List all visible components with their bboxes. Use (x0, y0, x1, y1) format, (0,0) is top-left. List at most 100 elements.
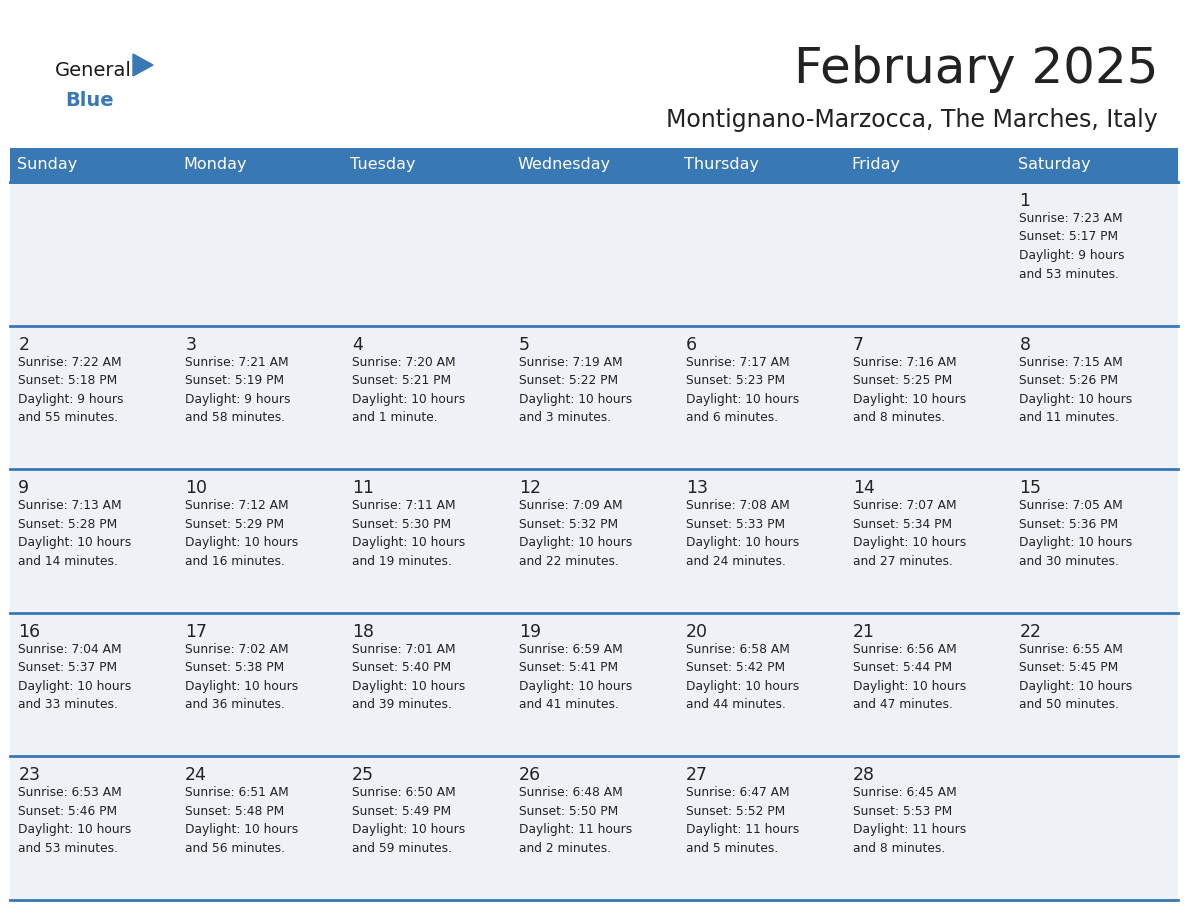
Bar (845, 613, 1011, 756)
Text: Sunday: Sunday (17, 158, 77, 173)
Text: 28: 28 (853, 767, 874, 784)
Text: Sunrise: 6:56 AM
Sunset: 5:44 PM
Daylight: 10 hours
and 47 minutes.: Sunrise: 6:56 AM Sunset: 5:44 PM Dayligh… (853, 643, 966, 711)
Text: Wednesday: Wednesday (517, 158, 611, 173)
Bar (511, 613, 677, 756)
Bar (343, 182, 511, 326)
Bar (343, 613, 511, 756)
Text: Sunrise: 6:47 AM
Sunset: 5:52 PM
Daylight: 11 hours
and 5 minutes.: Sunrise: 6:47 AM Sunset: 5:52 PM Dayligh… (685, 787, 800, 855)
Text: 24: 24 (185, 767, 207, 784)
Text: Sunrise: 6:48 AM
Sunset: 5:50 PM
Daylight: 11 hours
and 2 minutes.: Sunrise: 6:48 AM Sunset: 5:50 PM Dayligh… (519, 787, 632, 855)
Text: 1: 1 (1019, 192, 1030, 210)
Text: 14: 14 (853, 479, 874, 498)
Text: 10: 10 (185, 479, 207, 498)
Bar (845, 469, 1011, 613)
Text: Friday: Friday (851, 158, 901, 173)
Bar (677, 469, 845, 613)
Text: Thursday: Thursday (684, 158, 759, 173)
Bar (677, 182, 845, 326)
Text: 4: 4 (352, 336, 362, 353)
Text: Sunrise: 7:20 AM
Sunset: 5:21 PM
Daylight: 10 hours
and 1 minute.: Sunrise: 7:20 AM Sunset: 5:21 PM Dayligh… (352, 355, 466, 424)
Bar (177, 613, 343, 756)
Text: Sunrise: 7:09 AM
Sunset: 5:32 PM
Daylight: 10 hours
and 22 minutes.: Sunrise: 7:09 AM Sunset: 5:32 PM Dayligh… (519, 499, 632, 567)
Bar (177, 326, 343, 469)
Bar (343, 326, 511, 469)
Text: 25: 25 (352, 767, 374, 784)
Text: Sunrise: 6:45 AM
Sunset: 5:53 PM
Daylight: 11 hours
and 8 minutes.: Sunrise: 6:45 AM Sunset: 5:53 PM Dayligh… (853, 787, 966, 855)
Text: Sunrise: 6:55 AM
Sunset: 5:45 PM
Daylight: 10 hours
and 50 minutes.: Sunrise: 6:55 AM Sunset: 5:45 PM Dayligh… (1019, 643, 1132, 711)
Bar (677, 613, 845, 756)
Bar (177, 469, 343, 613)
Text: 21: 21 (853, 622, 874, 641)
Text: 2: 2 (18, 336, 30, 353)
Text: Sunrise: 7:05 AM
Sunset: 5:36 PM
Daylight: 10 hours
and 30 minutes.: Sunrise: 7:05 AM Sunset: 5:36 PM Dayligh… (1019, 499, 1132, 567)
Text: Sunrise: 6:50 AM
Sunset: 5:49 PM
Daylight: 10 hours
and 59 minutes.: Sunrise: 6:50 AM Sunset: 5:49 PM Dayligh… (352, 787, 466, 855)
Text: 12: 12 (519, 479, 541, 498)
Text: 9: 9 (18, 479, 30, 498)
Text: Blue: Blue (65, 91, 114, 109)
Text: 19: 19 (519, 622, 541, 641)
Text: 16: 16 (18, 622, 40, 641)
Text: 13: 13 (685, 479, 708, 498)
Bar (1011, 469, 1178, 613)
Text: Sunrise: 7:04 AM
Sunset: 5:37 PM
Daylight: 10 hours
and 33 minutes.: Sunrise: 7:04 AM Sunset: 5:37 PM Dayligh… (18, 643, 132, 711)
Text: 6: 6 (685, 336, 697, 353)
Text: Sunrise: 7:01 AM
Sunset: 5:40 PM
Daylight: 10 hours
and 39 minutes.: Sunrise: 7:01 AM Sunset: 5:40 PM Dayligh… (352, 643, 466, 711)
Bar (511, 326, 677, 469)
Text: Sunrise: 7:23 AM
Sunset: 5:17 PM
Daylight: 9 hours
and 53 minutes.: Sunrise: 7:23 AM Sunset: 5:17 PM Dayligh… (1019, 212, 1125, 281)
Text: 5: 5 (519, 336, 530, 353)
Text: Sunrise: 7:07 AM
Sunset: 5:34 PM
Daylight: 10 hours
and 27 minutes.: Sunrise: 7:07 AM Sunset: 5:34 PM Dayligh… (853, 499, 966, 567)
Bar (677, 756, 845, 900)
Text: Monday: Monday (183, 158, 247, 173)
Text: Tuesday: Tuesday (350, 158, 416, 173)
Bar (511, 469, 677, 613)
Bar (10, 148, 1178, 182)
Text: Sunrise: 7:13 AM
Sunset: 5:28 PM
Daylight: 10 hours
and 14 minutes.: Sunrise: 7:13 AM Sunset: 5:28 PM Dayligh… (18, 499, 132, 567)
Bar (343, 756, 511, 900)
Bar (677, 326, 845, 469)
Text: 17: 17 (185, 622, 207, 641)
Text: 23: 23 (18, 767, 40, 784)
Text: Sunrise: 7:16 AM
Sunset: 5:25 PM
Daylight: 10 hours
and 8 minutes.: Sunrise: 7:16 AM Sunset: 5:25 PM Dayligh… (853, 355, 966, 424)
Text: Sunrise: 7:17 AM
Sunset: 5:23 PM
Daylight: 10 hours
and 6 minutes.: Sunrise: 7:17 AM Sunset: 5:23 PM Dayligh… (685, 355, 800, 424)
Text: 18: 18 (352, 622, 374, 641)
Text: 27: 27 (685, 767, 708, 784)
Text: 22: 22 (1019, 622, 1042, 641)
Bar (10, 326, 177, 469)
Text: February 2025: February 2025 (794, 45, 1158, 93)
Text: General: General (55, 61, 132, 80)
Bar (1011, 326, 1178, 469)
Text: Saturday: Saturday (1018, 158, 1091, 173)
Bar (1011, 182, 1178, 326)
Bar (845, 756, 1011, 900)
Text: Sunrise: 7:08 AM
Sunset: 5:33 PM
Daylight: 10 hours
and 24 minutes.: Sunrise: 7:08 AM Sunset: 5:33 PM Dayligh… (685, 499, 800, 567)
Text: Sunrise: 7:02 AM
Sunset: 5:38 PM
Daylight: 10 hours
and 36 minutes.: Sunrise: 7:02 AM Sunset: 5:38 PM Dayligh… (185, 643, 298, 711)
Text: Sunrise: 6:59 AM
Sunset: 5:41 PM
Daylight: 10 hours
and 41 minutes.: Sunrise: 6:59 AM Sunset: 5:41 PM Dayligh… (519, 643, 632, 711)
Text: 26: 26 (519, 767, 541, 784)
Text: Sunrise: 7:11 AM
Sunset: 5:30 PM
Daylight: 10 hours
and 19 minutes.: Sunrise: 7:11 AM Sunset: 5:30 PM Dayligh… (352, 499, 466, 567)
Bar (845, 182, 1011, 326)
Text: 8: 8 (1019, 336, 1030, 353)
Bar (10, 469, 177, 613)
Text: 7: 7 (853, 336, 864, 353)
Text: Sunrise: 7:22 AM
Sunset: 5:18 PM
Daylight: 9 hours
and 55 minutes.: Sunrise: 7:22 AM Sunset: 5:18 PM Dayligh… (18, 355, 124, 424)
Text: Montignano-Marzocca, The Marches, Italy: Montignano-Marzocca, The Marches, Italy (666, 108, 1158, 132)
Text: 20: 20 (685, 622, 708, 641)
Text: 3: 3 (185, 336, 196, 353)
Text: Sunrise: 6:58 AM
Sunset: 5:42 PM
Daylight: 10 hours
and 44 minutes.: Sunrise: 6:58 AM Sunset: 5:42 PM Dayligh… (685, 643, 800, 711)
Text: Sunrise: 7:12 AM
Sunset: 5:29 PM
Daylight: 10 hours
and 16 minutes.: Sunrise: 7:12 AM Sunset: 5:29 PM Dayligh… (185, 499, 298, 567)
Bar (511, 756, 677, 900)
Bar (177, 182, 343, 326)
Bar (1011, 756, 1178, 900)
Bar (10, 756, 177, 900)
Text: Sunrise: 6:53 AM
Sunset: 5:46 PM
Daylight: 10 hours
and 53 minutes.: Sunrise: 6:53 AM Sunset: 5:46 PM Dayligh… (18, 787, 132, 855)
Bar (343, 469, 511, 613)
Bar (511, 182, 677, 326)
Text: Sunrise: 7:15 AM
Sunset: 5:26 PM
Daylight: 10 hours
and 11 minutes.: Sunrise: 7:15 AM Sunset: 5:26 PM Dayligh… (1019, 355, 1132, 424)
Bar (177, 756, 343, 900)
Text: Sunrise: 7:21 AM
Sunset: 5:19 PM
Daylight: 9 hours
and 58 minutes.: Sunrise: 7:21 AM Sunset: 5:19 PM Dayligh… (185, 355, 291, 424)
Text: 15: 15 (1019, 479, 1042, 498)
Text: 11: 11 (352, 479, 374, 498)
Bar (845, 326, 1011, 469)
Text: Sunrise: 7:19 AM
Sunset: 5:22 PM
Daylight: 10 hours
and 3 minutes.: Sunrise: 7:19 AM Sunset: 5:22 PM Dayligh… (519, 355, 632, 424)
Bar (10, 613, 177, 756)
